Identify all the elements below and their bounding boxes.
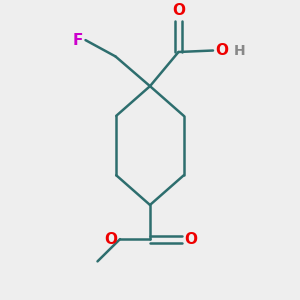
Text: F: F <box>72 33 83 48</box>
Text: O: O <box>104 232 117 247</box>
Text: O: O <box>172 3 185 18</box>
Text: O: O <box>215 43 228 58</box>
Text: O: O <box>184 232 197 247</box>
Text: H: H <box>233 44 245 58</box>
